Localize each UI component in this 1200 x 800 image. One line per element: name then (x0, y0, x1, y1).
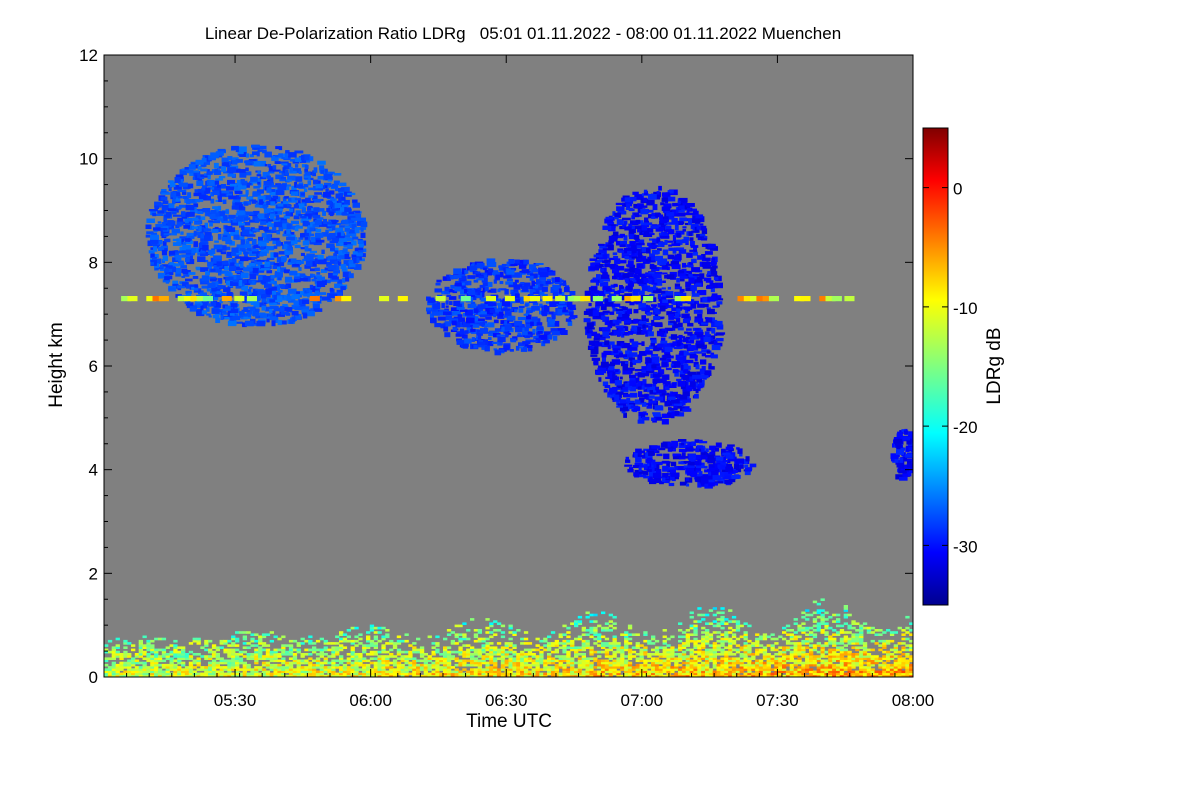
x-axis: 05:30 06:00 06:30 07:00 07:30 08:00 (103, 55, 935, 710)
y-tick-label: 4 (89, 461, 98, 480)
feature-large-cloud (583, 185, 726, 425)
colorbar-tick-label: -10 (953, 299, 978, 318)
y-tick-label: 6 (89, 357, 98, 376)
colorbar (922, 127, 949, 606)
y-tick-label: 12 (79, 46, 98, 65)
feature-thin-layer-7.3km (121, 296, 855, 302)
colorbar-tick-label: 0 (953, 180, 962, 199)
x-axis-label: Time UTC (466, 711, 552, 732)
x-tick-label: 06:30 (485, 691, 528, 710)
feature-cirrus-fallstreaks-early (145, 144, 368, 328)
colorbar-tick-label: -20 (953, 418, 978, 437)
x-tick-label: 08:00 (892, 691, 935, 710)
chart-title: Linear De-Polarization Ratio LDRg 05:01 … (205, 24, 841, 43)
y-tick-label: 8 (89, 253, 98, 272)
x-tick-label: 05:30 (214, 691, 257, 710)
plot-background (104, 55, 913, 677)
y-axis: 0 2 4 6 8 10 12 (79, 46, 913, 687)
feature-cloud-layer-mid (426, 258, 578, 356)
y-tick-label: 10 (79, 150, 98, 169)
colorbar-tick-label: -30 (953, 537, 978, 556)
x-tick-label: 07:00 (621, 691, 664, 710)
feature-lower-cloud-4km (624, 439, 757, 489)
heatmap-layer (104, 144, 913, 677)
y-tick-label: 0 (89, 668, 98, 687)
y-tick-label: 2 (89, 564, 98, 583)
feature-cloud-right-edge (890, 428, 913, 481)
x-tick-label: 06:00 (349, 691, 392, 710)
x-tick-label: 07:30 (756, 691, 799, 710)
y-axis-label: Height km (46, 322, 67, 408)
colorbar-label: LDRg dB (984, 327, 1005, 404)
colorbar-ticks: 0 -10 -20 -30 (923, 180, 978, 556)
